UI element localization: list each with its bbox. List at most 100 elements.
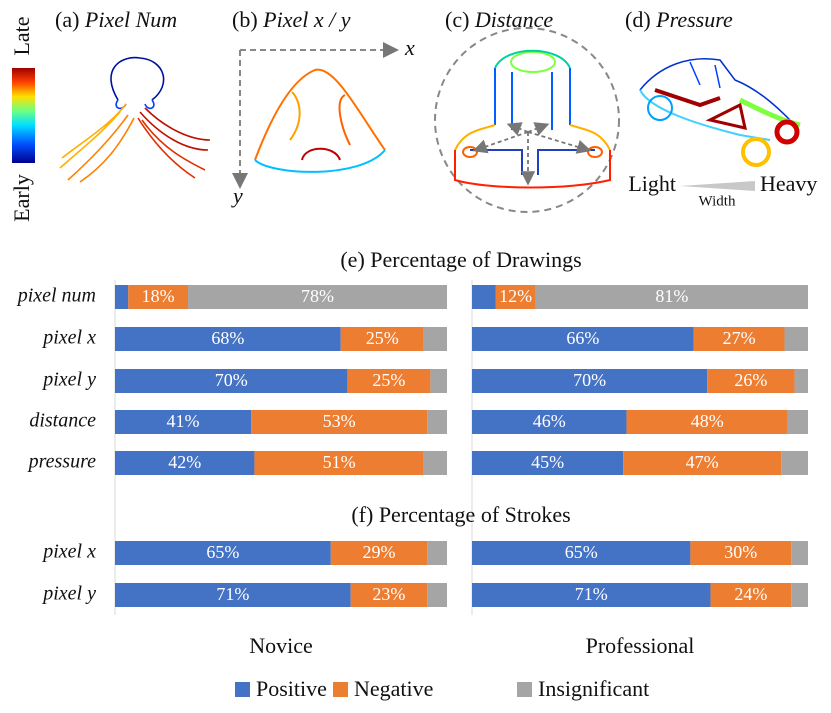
panel-title: (d) Pressure	[625, 7, 733, 32]
bar-segment: Negative	[340, 327, 424, 351]
bar-segment: Insignificant	[784, 327, 808, 351]
bar-segment: Positive	[115, 410, 252, 434]
bar-segment: Negative	[254, 451, 424, 475]
bar-segment: Insignificant	[423, 451, 447, 475]
bar-segment: Negative	[690, 541, 792, 565]
value-label: 23%	[372, 584, 405, 604]
value-label: 24%	[734, 584, 767, 604]
bar-segment: Negative	[693, 327, 785, 351]
panel-name: Pixel x / y	[262, 7, 351, 32]
value-label: 46%	[533, 411, 566, 431]
value-label: 29%	[362, 542, 395, 562]
legend-swatch	[517, 682, 532, 697]
group-label: Professional	[586, 633, 695, 658]
bar-segment: Positive	[472, 541, 691, 565]
bar-segment: Insignificant	[791, 583, 808, 607]
bar-segment: Negative	[495, 285, 536, 309]
axis-y: y	[231, 183, 243, 208]
panel-title: (a) Pixel Num	[55, 7, 177, 32]
bar-segment: Insignificant	[188, 285, 448, 309]
value-label: 65%	[206, 542, 239, 562]
dashed-circle	[434, 27, 620, 213]
legend-label: Insignificant	[538, 676, 649, 701]
car-sketch	[639, 58, 801, 167]
bar-segment: Insignificant	[787, 410, 808, 434]
bar-segment: Insignificant	[427, 541, 447, 565]
bar-segment: Negative	[623, 451, 782, 475]
octopus-sketch	[59, 56, 211, 183]
width-right: Heavy	[760, 171, 817, 196]
legend-label: Negative	[354, 676, 433, 701]
bar-segment: Positive	[115, 541, 331, 565]
value-label: 48%	[691, 411, 724, 431]
section-title: (e) Percentage of Drawings	[340, 247, 581, 272]
bar-segment: Positive	[115, 369, 348, 393]
panel-name: Pressure	[655, 7, 733, 32]
bar-segment: Insignificant	[430, 369, 447, 393]
bar-segment: Positive	[115, 285, 129, 309]
bar-segment: Positive	[472, 451, 624, 475]
panel-name: Pixel Num	[84, 7, 177, 32]
category-label: distance	[29, 410, 96, 432]
value-label: 42%	[168, 452, 201, 472]
value-label: 25%	[366, 328, 399, 348]
value-label: 25%	[372, 370, 405, 390]
bar-segment: Positive	[115, 451, 255, 475]
bar-segment: Insignificant	[781, 451, 808, 475]
value-label: 71%	[216, 584, 249, 604]
bar-segment: Insignificant	[791, 541, 808, 565]
bar-segment: Insignificant	[535, 285, 808, 309]
bar-segment: Positive	[115, 327, 341, 351]
bar-segment: Positive	[472, 369, 708, 393]
value-label: 47%	[686, 452, 719, 472]
bar-segment: Negative	[128, 285, 189, 309]
legend-swatch	[333, 682, 348, 697]
bar-segment: Positive	[472, 410, 627, 434]
bar-segment: Positive	[472, 285, 496, 309]
bar-segment: Negative	[347, 369, 431, 393]
category-label: pixel x	[41, 541, 96, 563]
value-label: 30%	[724, 542, 757, 562]
panel-label: (a)	[55, 7, 79, 32]
value-label: 12%	[499, 286, 532, 306]
value-label: 70%	[573, 370, 606, 390]
bar-segment: Negative	[350, 583, 428, 607]
panel-title: (b) Pixel x / y	[232, 7, 351, 32]
bar-segment: Insignificant	[423, 327, 447, 351]
value-label: 53%	[323, 411, 356, 431]
panel-name: Distance	[474, 7, 553, 32]
panel-label: (c)	[445, 7, 469, 32]
colorbar	[12, 68, 35, 163]
bar-segment: Insignificant	[794, 369, 808, 393]
group-label: Novice	[249, 633, 313, 658]
bar-segment: Negative	[710, 583, 792, 607]
value-label: 81%	[655, 286, 688, 306]
value-label: 68%	[211, 328, 244, 348]
category-label: pixel y	[41, 369, 96, 391]
category-label: pressure	[27, 451, 97, 473]
distance-arrows	[472, 122, 592, 186]
width-wedge	[680, 181, 755, 191]
value-label: 78%	[301, 286, 334, 306]
value-label: 26%	[734, 370, 767, 390]
category-label: pixel y	[41, 583, 96, 605]
bar-segment: Negative	[626, 410, 788, 434]
distance-sketch	[454, 49, 611, 189]
panel-title: (c) Distance	[445, 7, 553, 32]
triangle-sketch	[254, 68, 386, 173]
bar-segment: Positive	[472, 327, 694, 351]
colorbar-top: Late	[9, 16, 34, 55]
bar-segment: Negative	[707, 369, 795, 393]
bar-segment: Insignificant	[427, 583, 447, 607]
colorbar-bottom: Early	[9, 174, 34, 222]
section-title: (f) Percentage of Strokes	[351, 502, 570, 527]
category-label: pixel num	[16, 285, 96, 307]
value-label: 18%	[142, 286, 175, 306]
bar-segment: Positive	[472, 583, 711, 607]
value-label: 65%	[565, 542, 598, 562]
value-label: 71%	[575, 584, 608, 604]
xy-axes	[232, 42, 399, 189]
panel-label: (d)	[625, 7, 651, 32]
width-label: Width	[699, 193, 736, 209]
